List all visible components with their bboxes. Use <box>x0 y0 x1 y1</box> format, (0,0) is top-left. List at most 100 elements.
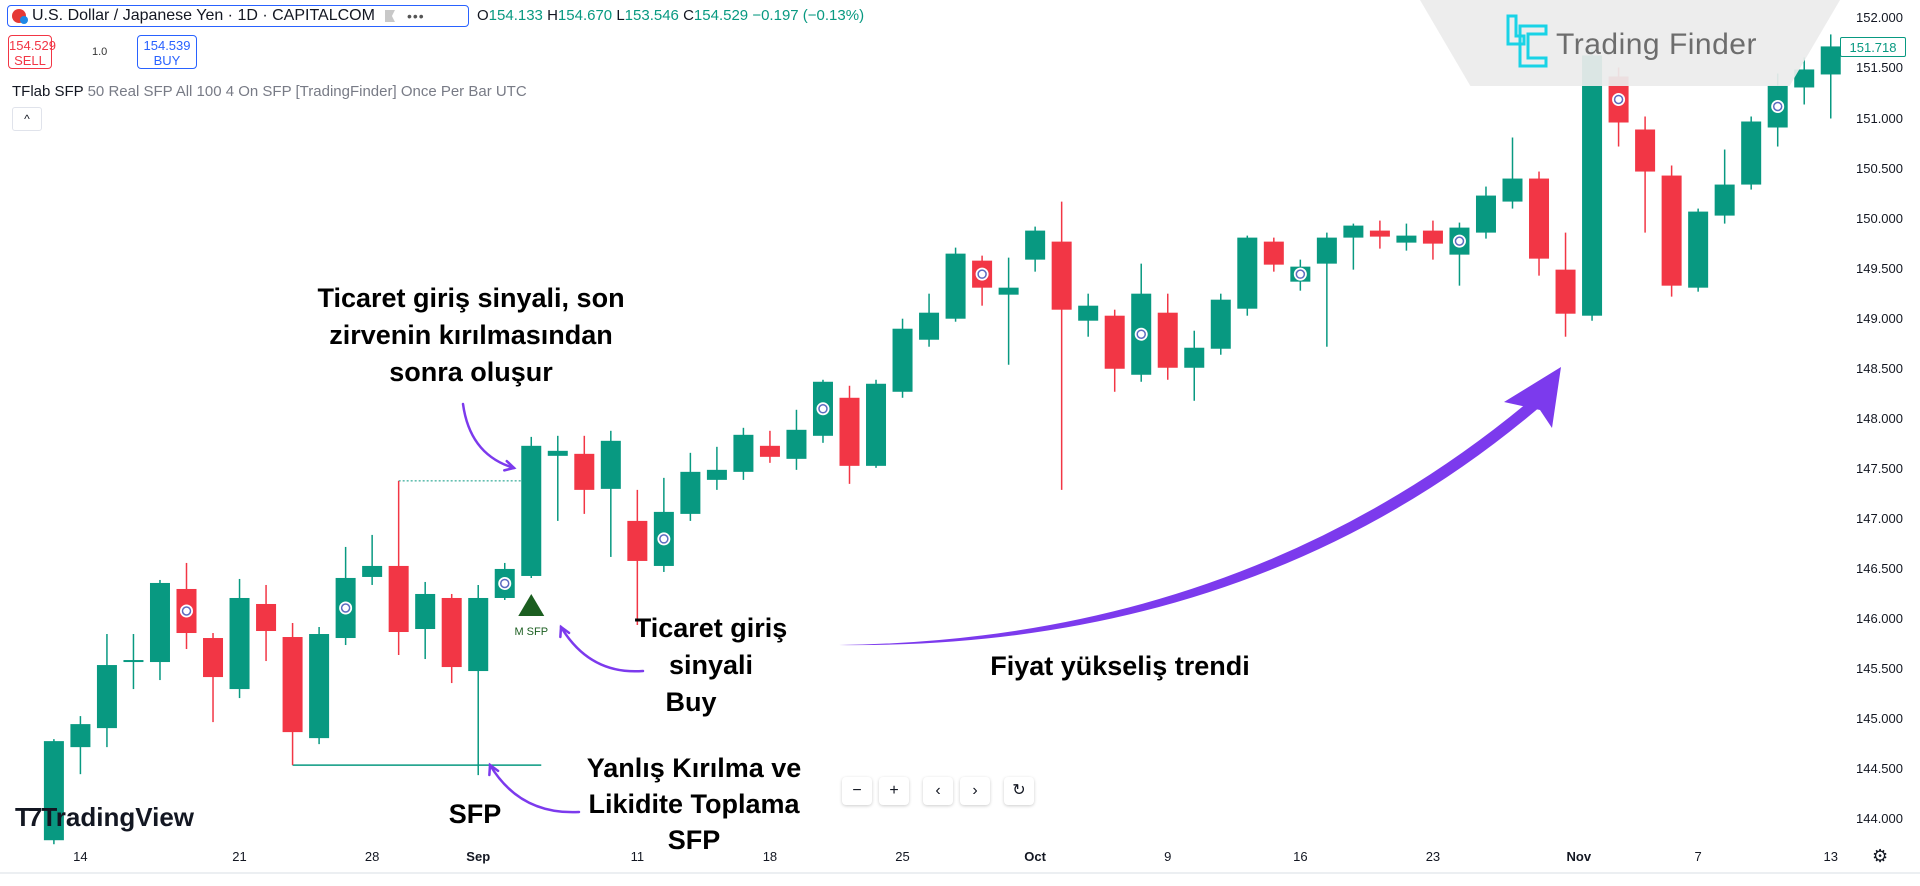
candle-bullish <box>919 312 940 340</box>
price-tick-label: 148.500 <box>1856 360 1903 376</box>
candle-bearish <box>282 637 303 733</box>
annotation-trend: Fiyat yükseliş trendi <box>990 651 1250 681</box>
date-tick-label: 23 <box>1425 849 1441 864</box>
date-tick-label: 7 <box>1694 849 1702 864</box>
change-value: −0.197 (−0.13%) <box>752 7 865 24</box>
candle-bearish <box>1635 129 1656 172</box>
buy-button[interactable]: 154.539 BUY <box>137 35 197 69</box>
candle-bearish <box>1529 178 1550 259</box>
candle-bearish <box>627 520 648 561</box>
date-tick-label: 28 <box>364 849 380 864</box>
candle-bullish <box>1475 195 1496 233</box>
price-tick-label: 148.000 <box>1856 410 1903 426</box>
settings-gear-icon[interactable]: ⚙ <box>1872 846 1889 866</box>
annotation-entry-buy: Ticaret giriş sinyali Buy <box>634 613 788 717</box>
indicator-legend[interactable]: TFlab SFP 50 Real SFP All 100 4 On SFP [… <box>12 83 527 100</box>
axis-divider <box>0 872 1920 874</box>
candle-bearish <box>1051 241 1072 310</box>
candle-bullish <box>309 634 330 739</box>
candle-bullish <box>1714 184 1735 216</box>
candle-bullish <box>229 597 250 690</box>
candle-bullish <box>1502 178 1523 202</box>
price-tick-label: 149.500 <box>1856 260 1903 276</box>
arrowhead-icon <box>559 624 571 639</box>
arrow-entry-break <box>461 402 516 470</box>
candle-bearish <box>1104 315 1125 369</box>
price-tick-label: 149.000 <box>1856 310 1903 326</box>
candle-bullish <box>892 328 913 392</box>
price-tick-label: 150.000 <box>1856 210 1903 226</box>
candle-bearish <box>759 445 780 457</box>
candle-bullish <box>1025 230 1046 260</box>
candle-bullish <box>866 383 887 466</box>
signal-ring-icon <box>499 578 510 589</box>
candle-bullish <box>1688 211 1709 288</box>
annotation-entry-break: Ticaret giriş sinyali, son zirvenin kırıl… <box>317 283 625 387</box>
candle-bullish <box>1820 46 1841 75</box>
signal-ring-icon <box>818 404 828 414</box>
sfp-marker-label: M SFP <box>514 626 549 638</box>
quantity[interactable]: 1.0 <box>92 46 108 58</box>
symbol-title: U.S. Dollar / Japanese Yen · 1D · CAPITA… <box>32 7 375 24</box>
candle-bullish <box>96 665 117 729</box>
candle-bullish <box>521 445 542 576</box>
price-tick-label: 151.000 <box>1856 110 1903 126</box>
scroll-left-button[interactable]: ‹ <box>923 777 953 805</box>
candle-bullish <box>1343 225 1364 238</box>
arrowhead-icon <box>503 459 517 472</box>
signal-ring-icon <box>1772 101 1783 112</box>
candle-bearish <box>1157 312 1178 368</box>
indicator-params: 50 Real SFP All 100 4 On SFP [TradingFin… <box>87 83 527 100</box>
zoom-out-button[interactable]: − <box>842 777 872 805</box>
candle-bullish <box>1316 237 1337 264</box>
price-tick-label: 147.500 <box>1856 460 1903 476</box>
price-tick-label: 144.500 <box>1856 761 1903 777</box>
trading-finder-watermark <box>1420 0 1840 86</box>
more-icon[interactable]: ••• <box>406 8 425 24</box>
tradingview-logo[interactable]: T7 TradingView <box>15 802 195 832</box>
candle-bearish <box>1555 269 1576 314</box>
candle-bullish <box>1396 235 1417 243</box>
date-tick-label: 11 <box>630 849 645 864</box>
collapse-legend-button[interactable]: ^ <box>12 107 42 131</box>
candle-bullish <box>945 253 966 319</box>
trading-finder-text: Trading Finder <box>1556 28 1757 61</box>
reset-chart-button[interactable]: ↻ <box>1004 777 1034 805</box>
ohlc-readout: O154.133 H154.670 L153.546 C154.529 −0.1… <box>477 7 865 24</box>
signal-ring-icon <box>659 534 669 544</box>
candle-bullish <box>415 593 436 630</box>
arrow-false-break <box>488 763 581 814</box>
date-tick-label: 14 <box>73 849 88 864</box>
scroll-right-button[interactable]: › <box>960 777 990 805</box>
buy-price: 154.539 <box>143 38 191 53</box>
sell-price: 154.529 <box>9 38 56 53</box>
candle-bullish <box>786 429 807 459</box>
candle-bearish <box>388 565 409 633</box>
signal-ring-icon <box>1136 329 1146 339</box>
date-tick-label: 16 <box>1293 849 1308 864</box>
candle-bullish <box>1582 55 1603 316</box>
price-tick-label: 152.000 <box>1856 10 1903 26</box>
candle-bearish <box>1369 230 1390 237</box>
zoom-in-button[interactable]: + <box>879 777 909 805</box>
candle-bullish <box>1741 121 1762 185</box>
sell-button[interactable]: 154.529 SELL <box>8 35 56 69</box>
flag-icon[interactable] <box>384 10 395 22</box>
trend-arrow <box>839 392 1548 646</box>
candle-bullish <box>1184 347 1205 368</box>
candle-bearish <box>574 453 595 490</box>
candle-bullish <box>547 450 568 456</box>
price-tick-label: 145.500 <box>1856 661 1903 677</box>
candle-bearish <box>441 597 462 668</box>
candle-bullish <box>680 471 701 514</box>
tradingview-logo-icon: T7 <box>15 802 42 832</box>
candle-bullish <box>70 724 91 748</box>
candle-bullish <box>1237 237 1258 309</box>
candle-bullish <box>362 565 383 577</box>
candle-bullish <box>123 660 144 663</box>
signal-ring-icon <box>1454 236 1465 246</box>
trading-finder-logo-icon <box>1506 14 1548 68</box>
symbol-search[interactable]: U.S. Dollar / Japanese Yen · 1D · CAPITA… <box>7 5 469 27</box>
candle-bearish <box>1263 241 1284 265</box>
